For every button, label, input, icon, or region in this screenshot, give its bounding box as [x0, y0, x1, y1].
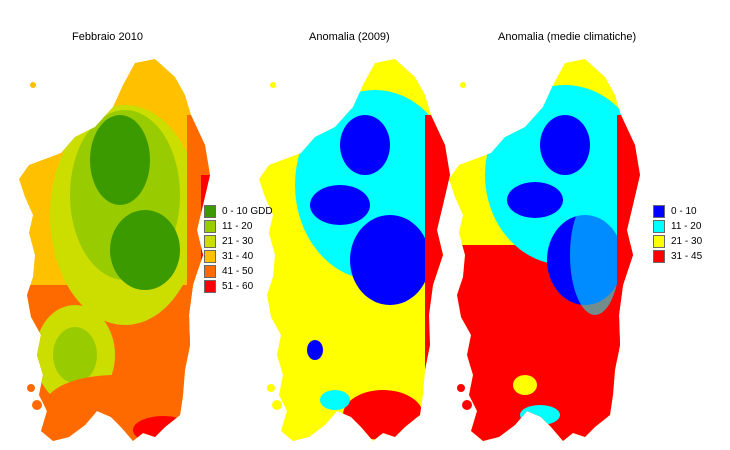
legend-swatch: [204, 235, 216, 248]
legend-item: 21 - 30: [653, 234, 702, 249]
legend-item: 0 - 10: [653, 204, 702, 219]
legend-label: 51 - 60: [222, 281, 254, 292]
panel-title-anomaly-climate-means: Anomalia (medie climatiche): [498, 31, 637, 43]
legend-label: 11 - 20: [222, 221, 253, 232]
legend-swatch: [204, 265, 216, 278]
legend-item: 51 - 60: [204, 279, 273, 294]
legend-label: 0 - 10: [671, 206, 697, 217]
legend-item: 31 - 45: [653, 249, 702, 264]
legend-label: 21 - 30: [222, 236, 254, 247]
legend-gdd: 0 - 10 GDD 11 - 20 21 - 30 31 - 40 41 - …: [204, 204, 273, 294]
map-february-2010: [19, 59, 210, 441]
panel-title-anomaly-2009: Anomalia (2009): [309, 31, 390, 43]
legend-item: 11 - 20: [204, 219, 273, 234]
panel-title-february-2010: Febbraio 2010: [72, 31, 143, 43]
legend-label: 21 - 30: [671, 236, 703, 247]
legend-anomaly: 0 - 10 11 - 20 21 - 30 31 - 45: [653, 204, 702, 264]
legend-item: 0 - 10 GDD: [204, 204, 273, 219]
map-anomaly-climate-means: [449, 59, 640, 441]
legend-label: 11 - 20: [671, 221, 702, 232]
legend-swatch: [204, 220, 216, 233]
legend-item: 41 - 50: [204, 264, 273, 279]
legend-label: 31 - 45: [671, 251, 703, 262]
legend-swatch: [204, 250, 216, 263]
legend-label: 41 - 50: [222, 266, 254, 277]
legend-swatch: [653, 235, 665, 248]
legend-swatch: [653, 250, 665, 263]
legend-swatch: [653, 220, 665, 233]
legend-label: 0 - 10 GDD: [222, 206, 273, 217]
legend-item: 31 - 40: [204, 249, 273, 264]
legend-item: 21 - 30: [204, 234, 273, 249]
map-anomaly-2009: [259, 59, 450, 441]
legend-label: 31 - 40: [222, 251, 254, 262]
legend-swatch: [204, 205, 216, 218]
legend-swatch: [204, 280, 216, 293]
legend-swatch: [653, 205, 665, 218]
legend-item: 11 - 20: [653, 219, 702, 234]
